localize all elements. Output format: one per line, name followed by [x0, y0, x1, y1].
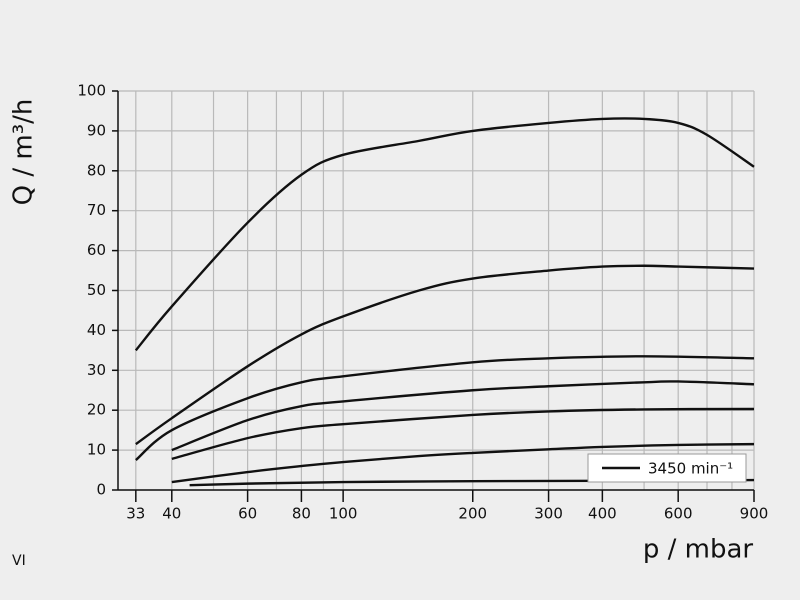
y-tick-label: 20 [87, 401, 106, 419]
y-tick-label: 60 [87, 241, 106, 259]
x-tick-label: 300 [534, 505, 563, 523]
y-axis-label: Q / m³/h [9, 99, 39, 206]
x-tick-label: 40 [162, 505, 181, 523]
x-tick-label: 400 [588, 505, 617, 523]
y-tick-label: 0 [96, 481, 106, 499]
curve [171, 407, 755, 461]
x-tick-label: 200 [458, 505, 487, 523]
curve [135, 355, 755, 461]
y-tick-label: 90 [87, 121, 106, 139]
x-axis-label: p / mbar [643, 535, 754, 565]
curve [134, 117, 755, 352]
y-tick-label: 40 [87, 321, 106, 339]
x-tick-label: 80 [292, 505, 311, 523]
y-tick-label: 50 [87, 281, 106, 299]
curve [135, 264, 755, 446]
curve [171, 380, 755, 452]
y-tick-label: 30 [87, 361, 106, 379]
x-tick-label: 900 [740, 505, 769, 523]
x-tick-label: 60 [238, 505, 257, 523]
y-tick-label: 80 [87, 161, 106, 179]
y-tick-label: 10 [87, 441, 106, 459]
curve [171, 442, 755, 484]
legend-label: 3450 min⁻¹ [648, 460, 733, 478]
y-tick-label: 100 [77, 82, 106, 100]
x-tick-label: 100 [329, 505, 358, 523]
x-tick-label: 600 [664, 505, 693, 523]
footnote: VI [12, 553, 26, 569]
x-tick-label: 33 [126, 505, 145, 523]
y-tick-label: 70 [87, 201, 106, 219]
